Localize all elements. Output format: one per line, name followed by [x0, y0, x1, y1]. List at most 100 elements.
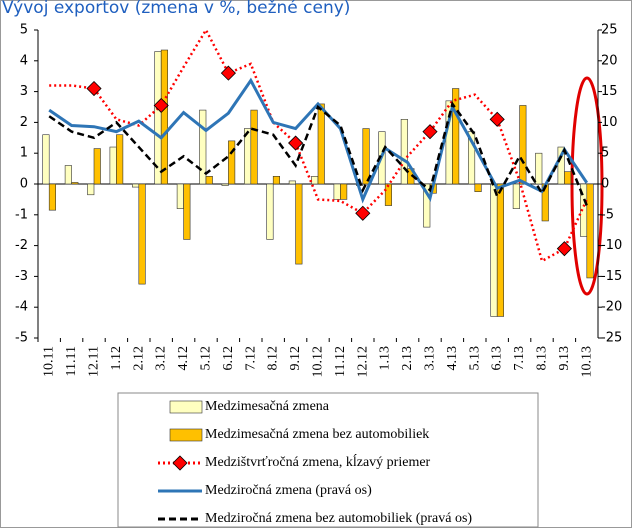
- legend-label: Medziročná zmena (pravá os): [205, 483, 372, 498]
- y-tick-label: 4: [20, 53, 28, 68]
- x-tick-label: 2.13: [400, 346, 415, 371]
- highlight-ellipse: [570, 76, 604, 296]
- bar: [519, 105, 527, 185]
- bar: [512, 183, 520, 209]
- x-tick-label: 3.12: [154, 346, 169, 371]
- diamond-marker: [422, 124, 438, 140]
- y2-tick-label: 15: [601, 84, 618, 99]
- bar: [272, 176, 281, 185]
- x-tick-label: 6.13: [490, 346, 505, 371]
- bar: [535, 152, 543, 185]
- diamond-marker: [355, 205, 371, 221]
- bar: [87, 183, 95, 196]
- bar: [48, 183, 57, 211]
- x-tick-label: 8.13: [535, 346, 550, 371]
- bar: [384, 183, 393, 206]
- bar: [132, 183, 140, 188]
- legend-box: [117, 392, 539, 528]
- x-tick-label: 6.12: [221, 346, 236, 371]
- bar: [64, 165, 72, 185]
- y2-tick-label: -10: [601, 238, 622, 253]
- diamond-marker: [288, 135, 304, 151]
- x-tick-label: 5.13: [467, 346, 482, 371]
- line: [49, 27, 588, 263]
- bar: [311, 176, 319, 185]
- y-tick-label: 2: [20, 115, 28, 130]
- x-tick-label: 12.11: [87, 346, 102, 377]
- bar: [205, 176, 213, 185]
- y-tick-label: 1: [20, 146, 28, 161]
- diamond-marker: [220, 65, 236, 81]
- bar: [362, 128, 370, 185]
- legend-swatch: [169, 400, 203, 414]
- bar: [183, 183, 191, 240]
- x-tick-label: 4.12: [176, 346, 191, 371]
- y2-tick-label: -15: [601, 269, 622, 284]
- bar: [116, 134, 124, 185]
- bar: [138, 183, 146, 285]
- x-tick-label: 10.11: [42, 346, 57, 377]
- legend-label: Medzimesačná zmena bez automobiliek: [205, 427, 429, 442]
- bar: [586, 183, 594, 279]
- bar: [496, 183, 505, 317]
- x-tick-label: 11.12: [333, 346, 348, 377]
- bar: [228, 140, 236, 185]
- x-tick-label: 7.13: [512, 346, 527, 371]
- diamond-marker: [153, 97, 169, 114]
- y-tick-label: -2: [15, 238, 28, 253]
- bar: [317, 103, 325, 185]
- bar: [474, 183, 482, 192]
- bar: [423, 183, 431, 228]
- bar: [109, 146, 117, 185]
- diamond-marker: [556, 241, 572, 257]
- diamond-marker: [86, 80, 102, 97]
- y-tick-label: 3: [20, 84, 28, 99]
- x-tick-label: 9.12: [288, 346, 303, 371]
- x-tick-label: 1.13: [378, 346, 393, 371]
- x-tick-label: 1.12: [109, 346, 124, 371]
- y2-tick-label: 0: [601, 177, 609, 192]
- legend-swatch: [169, 428, 203, 442]
- bar: [400, 119, 408, 185]
- y-tick-label: -5: [15, 331, 28, 346]
- bar: [295, 183, 303, 265]
- y2-tick-label: 5: [601, 146, 609, 161]
- x-tick-label: 8.12: [266, 346, 281, 371]
- bar: [250, 109, 258, 185]
- chart-title: Vývoj exportov (zmena v %, bežné ceny): [2, 0, 350, 18]
- x-tick-label: 9.13: [557, 346, 572, 371]
- bar: [176, 183, 184, 209]
- bar: [557, 146, 565, 185]
- y2-tick-label: -5: [601, 207, 614, 222]
- bar: [564, 171, 572, 185]
- x-tick-label: 7.12: [243, 346, 258, 371]
- x-tick-label: 4.13: [445, 346, 460, 371]
- bar: [266, 183, 274, 240]
- y-tick-label: 5: [20, 23, 28, 38]
- legend-marker: [172, 455, 188, 471]
- bar: [221, 183, 229, 186]
- y-tick-label: 0: [20, 177, 28, 192]
- y-tick-label: -3: [15, 269, 28, 284]
- line: [48, 101, 588, 207]
- diamond-marker: [489, 111, 505, 127]
- y2-tick-label: -20: [601, 300, 622, 315]
- bar: [340, 183, 348, 200]
- bar: [490, 183, 498, 317]
- legend-label: Medzištvrťročná zmena, kĺzavý priemer: [205, 453, 431, 470]
- bar: [199, 109, 207, 185]
- bar: [42, 134, 50, 185]
- bar: [93, 148, 101, 185]
- bar: [71, 182, 79, 185]
- x-tick-label: 11.11: [64, 346, 79, 376]
- x-tick-label: 2.12: [131, 346, 146, 371]
- x-tick-label: 3.13: [423, 346, 438, 371]
- y2-tick-label: 20: [601, 53, 618, 68]
- y-tick-label: -4: [15, 300, 28, 315]
- x-tick-label: 5.12: [199, 346, 214, 371]
- legend-label: Medzimesačná zmena: [205, 399, 330, 414]
- x-tick-label: 12.12: [355, 346, 370, 378]
- x-tick-label: 10.12: [311, 346, 326, 378]
